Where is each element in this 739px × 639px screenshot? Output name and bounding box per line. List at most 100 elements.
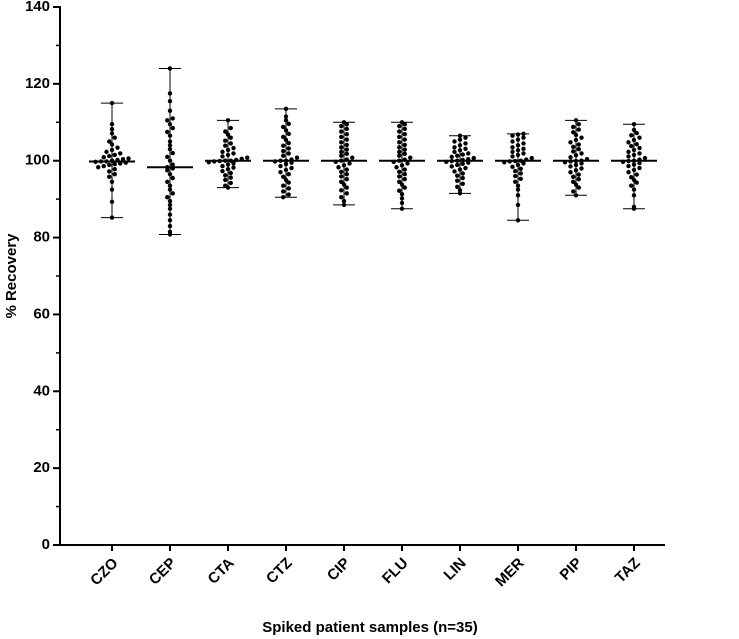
data-point	[399, 206, 405, 211]
data-point	[402, 137, 407, 142]
data-point	[109, 158, 115, 163]
data-point	[225, 147, 231, 153]
data-point	[223, 177, 228, 183]
data-point	[341, 182, 347, 187]
data-point	[457, 148, 463, 153]
data-point	[231, 151, 236, 156]
data-point	[452, 145, 457, 150]
data-point	[634, 130, 639, 136]
data-point	[109, 122, 115, 127]
data-point	[96, 165, 101, 170]
data-point	[397, 129, 402, 134]
x-tick-label: FLU	[379, 555, 412, 588]
data-point	[457, 133, 463, 138]
data-point	[631, 147, 637, 153]
data-point	[109, 215, 115, 220]
data-point	[515, 137, 521, 142]
data-point	[339, 169, 344, 175]
data-point	[637, 151, 642, 156]
data-point	[115, 145, 120, 150]
data-point	[576, 146, 581, 152]
data-point	[568, 155, 573, 160]
data-point	[513, 168, 518, 174]
data-point	[283, 114, 289, 119]
data-point	[339, 134, 344, 140]
x-tick-label: CEP	[146, 555, 180, 589]
data-point	[579, 166, 584, 171]
data-point	[339, 179, 344, 185]
data-point	[123, 160, 128, 165]
data-point	[562, 160, 568, 165]
y-tick-label: 120	[25, 75, 50, 92]
data-point	[457, 137, 463, 142]
data-point	[339, 195, 344, 200]
data-point	[402, 122, 407, 127]
data-point	[402, 151, 407, 156]
data-point	[397, 188, 402, 193]
data-point	[631, 177, 637, 183]
data-point	[571, 130, 576, 135]
data-point	[460, 181, 465, 186]
data-point	[107, 153, 112, 159]
data-point	[584, 156, 590, 162]
data-point	[634, 141, 639, 147]
data-point	[170, 125, 175, 131]
data-point	[220, 168, 225, 174]
data-point	[629, 175, 634, 180]
data-point	[571, 149, 576, 154]
data-point	[399, 163, 405, 168]
data-point	[167, 202, 173, 208]
data-point	[634, 172, 639, 177]
data-point	[634, 180, 639, 185]
data-point	[206, 160, 211, 165]
data-point	[626, 154, 631, 159]
data-point	[571, 124, 576, 130]
data-point	[402, 171, 407, 177]
data-point	[629, 143, 634, 149]
data-point	[629, 183, 634, 188]
data-point	[336, 165, 341, 170]
data-point	[463, 141, 468, 146]
data-point	[344, 142, 349, 148]
data-point	[573, 193, 579, 198]
data-point	[391, 159, 396, 165]
data-point	[286, 180, 291, 185]
data-point	[344, 191, 349, 196]
data-point	[513, 158, 518, 164]
data-point	[112, 152, 117, 158]
data-point	[170, 191, 175, 196]
data-point	[463, 165, 468, 171]
data-point	[220, 149, 225, 155]
data-point	[165, 154, 170, 160]
data-point	[167, 171, 173, 177]
data-point	[170, 150, 175, 156]
data-point	[344, 171, 349, 177]
data-point	[286, 151, 291, 156]
data-point	[283, 128, 289, 133]
data-point	[452, 149, 457, 155]
data-point	[167, 187, 173, 192]
data-point	[283, 158, 289, 163]
data-point	[397, 174, 402, 179]
data-point	[212, 159, 217, 164]
y-axis-title: % Recovery	[3, 233, 20, 319]
data-point	[272, 159, 278, 164]
data-point	[571, 179, 576, 185]
data-point	[167, 183, 173, 188]
data-point	[93, 159, 98, 165]
data-point	[281, 143, 286, 148]
data-point	[402, 142, 407, 148]
data-point	[397, 134, 402, 140]
data-point	[579, 161, 584, 166]
data-point	[637, 165, 642, 171]
data-point	[112, 171, 117, 177]
data-point	[281, 189, 286, 194]
data-point	[571, 144, 576, 150]
data-point	[457, 167, 463, 172]
data-point	[463, 146, 468, 152]
data-point	[104, 159, 109, 164]
data-point	[507, 159, 512, 164]
data-point	[167, 232, 173, 237]
data-point	[167, 198, 173, 204]
